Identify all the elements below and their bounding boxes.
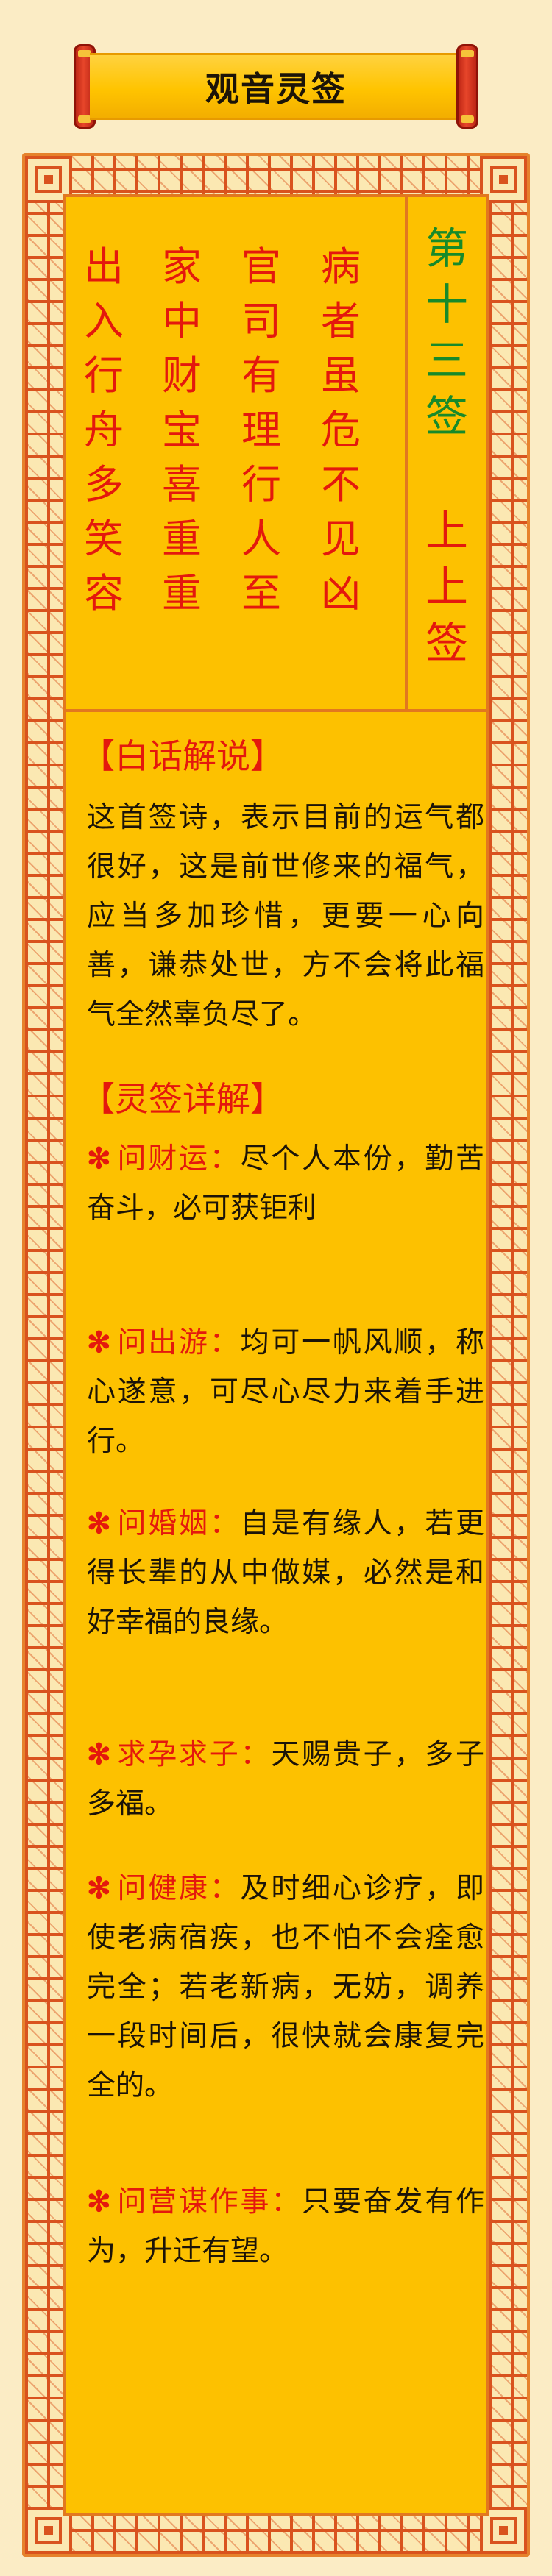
- poem-char: 见: [321, 516, 361, 562]
- sign-rank-char: 签: [425, 618, 468, 668]
- sign-rank: 上 上 签: [408, 503, 486, 671]
- poem-char: 人: [241, 516, 281, 562]
- detail-answer: 均可一帆风顺，称心遂意，可尽心尽力来着手进行。: [87, 1326, 484, 1458]
- detail-question: 问健康：: [115, 1872, 241, 1905]
- poem-char: 家: [162, 243, 202, 290]
- poem-char: 财: [162, 352, 202, 399]
- sign-rank-char: 上: [425, 506, 468, 556]
- poem-char: 官: [241, 243, 281, 290]
- detail-item-children: ✻ 求孕求子：天赐贵子，多子多福。: [87, 1730, 484, 1829]
- poem-section: 出 入 行 舟 多 笑 容 家 中 财 宝 喜 重 重: [66, 197, 486, 712]
- title-banner: 观音灵签: [90, 53, 462, 120]
- detail-item-career: ✻ 问营谋作事：只要奋发有作为，升迁有望。: [87, 2177, 484, 2276]
- detail-answer: 尽个人本份，勤苦奋斗，必可获钜利: [87, 1142, 484, 1225]
- poem-char: 虽: [321, 352, 361, 399]
- poem-char: 中: [162, 298, 202, 344]
- page-title: 观音灵签: [205, 68, 347, 109]
- detail-item-health: ✻ 问健康：及时细心诊疗，即使老病宿疾，也不怕不会痊愈完全；若老新病，无妨，调养一…: [87, 1864, 484, 2110]
- explanation-heading: 【白话解说】: [81, 736, 284, 776]
- sign-number-char: 三: [425, 335, 468, 385]
- detail-answer: 只要奋发有作为，升迁有望。: [87, 2185, 484, 2268]
- detail-question: 求孕求子：: [115, 1738, 272, 1771]
- flower-bullet-icon: ✻: [87, 2185, 111, 2219]
- detail-answer: 自是有缘人，若更得长辈的从中做媒，必然是和好幸福的良缘。: [87, 1507, 484, 1639]
- title-scroll: 观音灵签: [74, 44, 478, 129]
- poem-char: 不: [321, 461, 361, 508]
- detail-question: 问出游：: [115, 1326, 241, 1359]
- poem-char: 病: [321, 243, 361, 290]
- poem-char: 容: [84, 570, 124, 616]
- detail-question: 问营谋作事：: [115, 2185, 302, 2219]
- detail-answer: 及时细心诊疗，即使老病宿疾，也不怕不会痊愈完全；若老新病，无妨，调养一段时间后，…: [87, 1872, 484, 2102]
- sign-rank-char: 上: [425, 562, 468, 612]
- flower-bullet-icon: ✻: [87, 1326, 111, 1359]
- poem-char: 理: [241, 407, 281, 453]
- explanation-text: 这首签诗，表示目前的运气都很好，这是前世修来的福气，应当多加珍惜，更要一心向善，…: [87, 801, 484, 1031]
- sign-number-char: 十: [425, 280, 468, 330]
- flower-bullet-icon: ✻: [87, 1142, 111, 1175]
- poem-char: 笑: [84, 516, 124, 562]
- poem-verses: 出 入 行 舟 多 笑 容 家 中 财 宝 喜 重 重: [66, 197, 408, 709]
- poem-char: 多: [84, 461, 124, 508]
- detail-answer: 天赐贵子，多子多福。: [87, 1738, 484, 1821]
- poem-char: 宝: [162, 407, 202, 453]
- sign-info: 第 十 三 签 上 上 签: [408, 197, 486, 709]
- corner-ornament-bottom-right: [480, 2507, 527, 2554]
- poem-column-4: 病 者 虽 危 不 见 凶: [315, 240, 367, 621]
- poem-char: 有: [241, 352, 281, 399]
- poem-char: 行: [241, 461, 281, 508]
- poem-char: 至: [241, 570, 281, 616]
- detail-item-wealth: ✻ 问财运：尽个人本份，勤苦奋斗，必可获钜利: [87, 1134, 484, 1233]
- detail-question: 问婚姻：: [115, 1507, 241, 1540]
- sign-number-char: 第: [425, 224, 468, 274]
- corner-ornament-top-right: [480, 156, 527, 203]
- poem-char: 出: [84, 243, 124, 290]
- sign-number: 第 十 三 签: [408, 221, 486, 444]
- poem-column-2: 家 中 财 宝 喜 重 重: [156, 240, 208, 621]
- poem-column-1: 出 入 行 舟 多 笑 容: [78, 240, 130, 621]
- scroll-right-roller: [456, 44, 478, 129]
- poem-char: 行: [84, 352, 124, 399]
- poem-char: 司: [241, 298, 281, 344]
- flower-bullet-icon: ✻: [87, 1506, 111, 1540]
- content-panel: 出 入 行 舟 多 笑 容 家 中 财 宝 喜 重 重: [63, 194, 489, 2516]
- poem-char: 重: [162, 570, 202, 616]
- sign-number-char: 签: [425, 391, 468, 441]
- poem-char: 重: [162, 516, 202, 562]
- poem-char: 喜: [162, 461, 202, 508]
- poem-char: 舟: [84, 407, 124, 453]
- detail-question: 问财运：: [115, 1142, 241, 1175]
- poem-char: 入: [84, 298, 124, 344]
- decorative-frame: 出 入 行 舟 多 笑 容 家 中 财 宝 喜 重 重: [22, 153, 530, 2557]
- poem-char: 者: [321, 298, 361, 344]
- detail-item-marriage: ✻ 问婚姻：自是有缘人，若更得长辈的从中做媒，必然是和好幸福的良缘。: [87, 1499, 484, 1647]
- detail-item-travel: ✻ 问出游：均可一帆风顺，称心遂意，可尽心尽力来着手进行。: [87, 1318, 484, 1466]
- flower-bullet-icon: ✻: [87, 1871, 111, 1905]
- poem-char: 凶: [321, 570, 361, 616]
- poem-column-3: 官 司 有 理 行 人 至: [236, 240, 287, 621]
- poem-char: 危: [321, 407, 361, 453]
- flower-bullet-icon: ✻: [87, 1737, 111, 1771]
- details-heading: 【灵签详解】: [81, 1079, 284, 1119]
